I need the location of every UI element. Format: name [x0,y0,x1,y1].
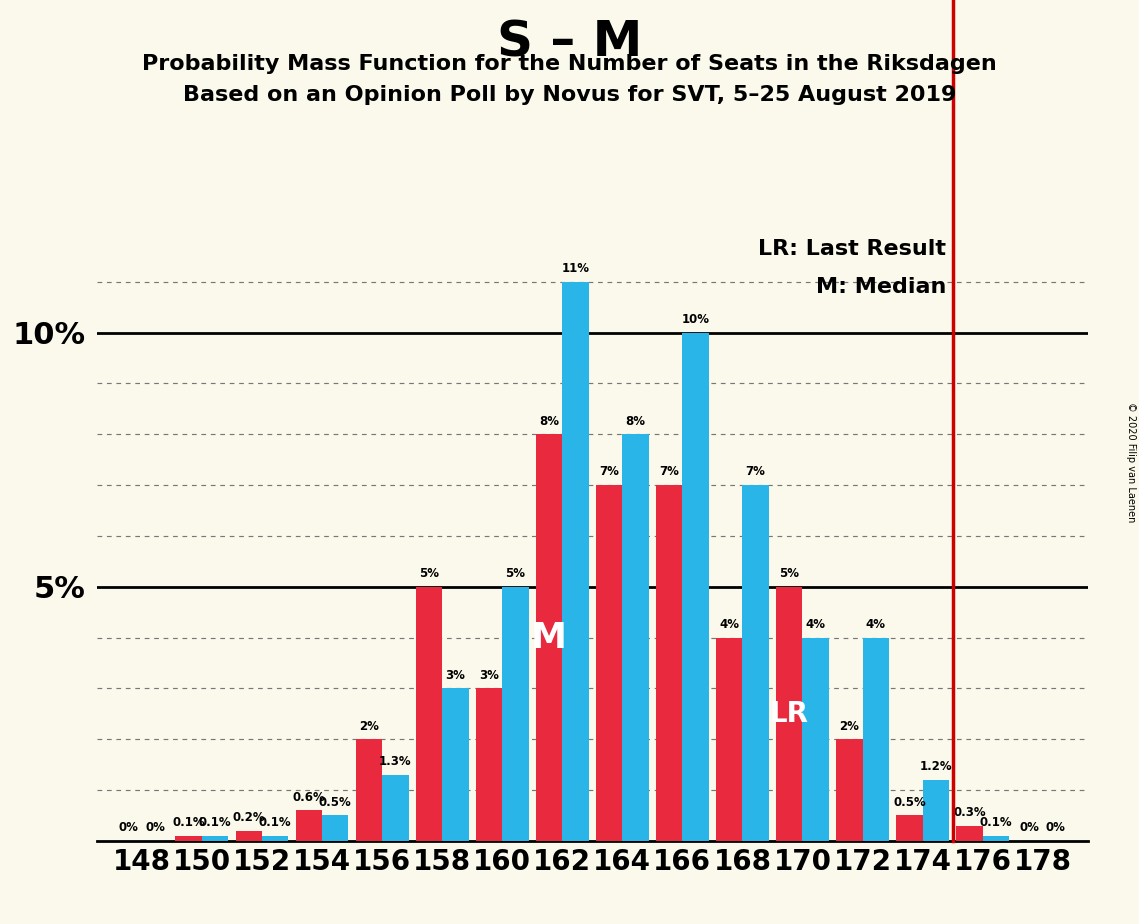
Text: © 2020 Filip van Laenen: © 2020 Filip van Laenen [1126,402,1136,522]
Text: 7%: 7% [746,466,765,479]
Bar [502,587,528,841]
Text: 0.2%: 0.2% [232,811,265,824]
Text: 4%: 4% [805,618,826,631]
Text: 3%: 3% [445,669,466,682]
Bar [202,835,228,841]
Text: 4%: 4% [866,618,886,631]
Bar [923,780,949,841]
Text: 4%: 4% [719,618,739,631]
Text: LR: LR [770,699,809,728]
Bar [836,739,862,841]
Bar [682,333,708,841]
Bar [416,587,442,841]
Bar [776,587,803,841]
Text: 0%: 0% [118,821,139,834]
Bar [563,282,589,841]
Bar [622,434,649,841]
Text: 0.3%: 0.3% [953,806,985,819]
Bar [862,638,888,841]
Text: S – M: S – M [497,18,642,67]
Text: 0%: 0% [145,821,165,834]
Bar [322,816,349,841]
Bar [296,810,322,841]
Bar [175,835,202,841]
Text: 0.1%: 0.1% [980,816,1013,829]
Bar [656,485,682,841]
Text: Probability Mass Function for the Number of Seats in the Riksdagen: Probability Mass Function for the Number… [142,54,997,74]
Text: 1.3%: 1.3% [379,755,411,768]
Bar [803,638,829,841]
Bar [983,835,1009,841]
Bar [716,638,743,841]
Text: 8%: 8% [539,415,559,428]
Bar [535,434,563,841]
Text: 0.6%: 0.6% [293,791,326,804]
Text: 2%: 2% [839,720,859,733]
Text: 0%: 0% [1046,821,1066,834]
Text: LR: Last Result: LR: Last Result [759,238,947,259]
Text: 0.5%: 0.5% [319,796,352,808]
Text: M: Median: M: Median [816,277,947,297]
Text: 5%: 5% [779,567,800,580]
Text: Based on an Opinion Poll by Novus for SVT, 5–25 August 2019: Based on an Opinion Poll by Novus for SV… [183,85,956,105]
Text: 5%: 5% [419,567,439,580]
Text: 11%: 11% [562,262,590,275]
Text: 10%: 10% [681,313,710,326]
Text: 7%: 7% [599,466,618,479]
Bar [382,774,409,841]
Text: 0.1%: 0.1% [199,816,231,829]
Text: 7%: 7% [659,466,679,479]
Text: 0%: 0% [1019,821,1040,834]
Bar [596,485,622,841]
Bar [442,688,468,841]
Text: 3%: 3% [480,669,499,682]
Text: 2%: 2% [359,720,379,733]
Text: 5%: 5% [506,567,525,580]
Bar [262,835,288,841]
Bar [236,831,262,841]
Text: 0.5%: 0.5% [893,796,926,808]
Text: 0.1%: 0.1% [259,816,292,829]
Text: 1.2%: 1.2% [919,760,952,773]
Text: 0.1%: 0.1% [172,816,205,829]
Text: 8%: 8% [625,415,646,428]
Bar [476,688,502,841]
Bar [743,485,769,841]
Bar [957,826,983,841]
Text: M: M [531,621,567,654]
Bar [355,739,382,841]
Bar [896,816,923,841]
